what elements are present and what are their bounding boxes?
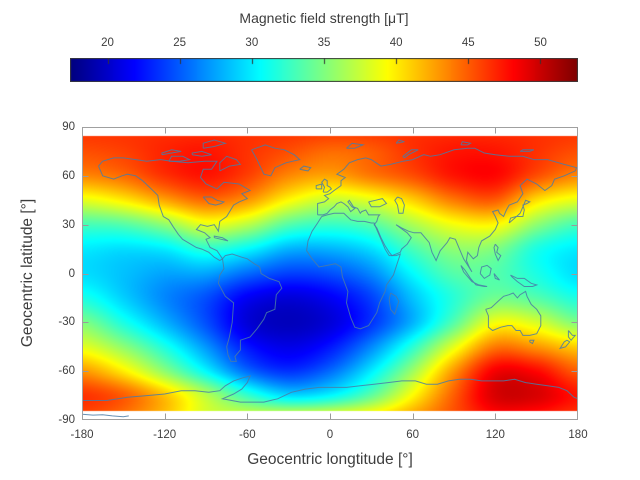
x-tick-label: 180: [568, 429, 588, 441]
y-tick-label: 90: [62, 121, 75, 133]
y-tick-label: 60: [62, 169, 75, 182]
x-tick-label: 120: [485, 429, 505, 441]
x-tick-label: 0: [326, 429, 334, 441]
y-tick-label: 30: [62, 218, 75, 231]
x-tick-label: -120: [153, 429, 177, 441]
colorbar-title: Magnetic field strength [μT]: [239, 10, 409, 26]
x-tick-label: -180: [70, 429, 94, 441]
y-tick-label: -30: [58, 316, 75, 329]
colorbar-tick-label: 20: [101, 37, 114, 49]
colorbar-tick-label: 30: [245, 37, 259, 49]
y-axis-label: Geocentric latitude [°]: [19, 198, 36, 348]
y-tick-label: -90: [58, 414, 75, 426]
y-tick-label: -60: [58, 365, 75, 378]
colorbar-tick-label: 35: [317, 37, 331, 49]
colorbar-tick-label: 40: [389, 37, 403, 49]
x-axis-label: Geocentric longtitude [°]: [247, 451, 413, 468]
colorbar-tick-label: 45: [461, 37, 475, 49]
x-tick-label: -60: [239, 429, 256, 441]
heatmap-canvas: [82, 127, 578, 420]
colorbar-tick-label: 25: [173, 37, 187, 49]
x-tick-label: 60: [406, 429, 420, 441]
colorbar-tick-label: 50: [534, 37, 547, 49]
colorbar-gradient: [70, 58, 578, 82]
y-tick-label: 0: [68, 267, 75, 280]
